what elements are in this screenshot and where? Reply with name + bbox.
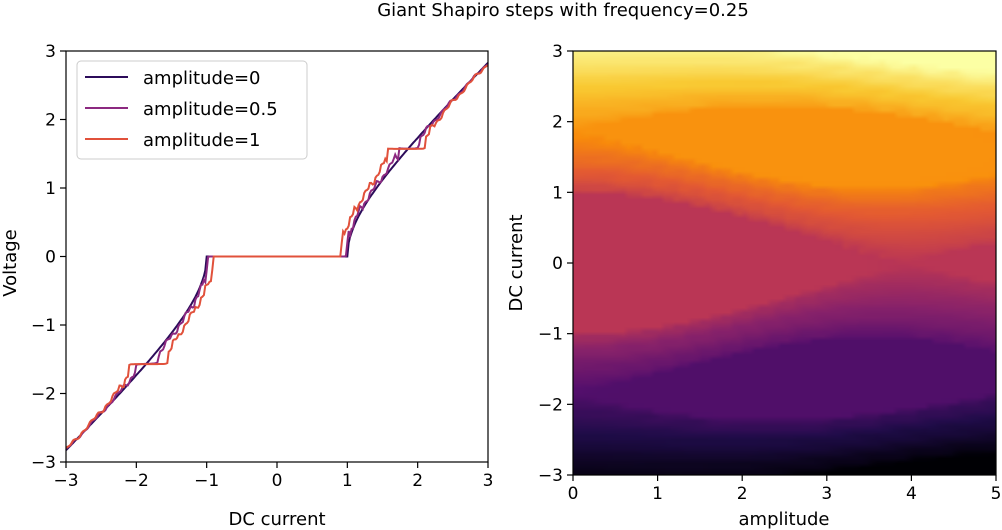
heatmap-x-tick-label: 1 bbox=[652, 484, 663, 504]
iv-curve-axes: −3 −2 −1 0 1 2 3 −3 −2 −1 0 1 2 3 bbox=[31, 42, 493, 491]
iv-y-tick-label: −1 bbox=[31, 316, 56, 336]
iv-x-tick-label: −1 bbox=[194, 471, 219, 491]
iv-series-line-1 bbox=[65, 64, 489, 449]
heatmap-axes: 0 1 2 3 4 5 −3 −2 −1 0 1 2 3 bbox=[538, 42, 1001, 504]
legend-label-amplitude-0: amplitude=0 bbox=[143, 68, 261, 89]
legend: amplitude=0 amplitude=0.5 amplitude=1 bbox=[76, 60, 308, 160]
iv-x-tick-label: 0 bbox=[272, 471, 283, 491]
iv-y-tick-label: 0 bbox=[45, 248, 56, 268]
iv-y-axis-label: Voltage bbox=[0, 229, 21, 297]
iv-y-tick-label: −3 bbox=[31, 453, 56, 473]
heatmap-y-tick-label: −1 bbox=[538, 325, 563, 345]
heatmap-y-tick-label: 1 bbox=[552, 183, 563, 203]
iv-y-tick-label: 2 bbox=[45, 111, 56, 131]
shapiro-heatmap-chart: 0 1 2 3 4 5 −3 −2 −1 0 1 2 3 amplitude DC current bbox=[506, 42, 1001, 530]
heatmap-y-tick-label: −3 bbox=[538, 466, 563, 486]
heatmap-x-tick-label: 5 bbox=[991, 484, 1002, 504]
heatmap-x-tick-label: 4 bbox=[906, 484, 917, 504]
iv-x-tick-label: −3 bbox=[53, 471, 78, 491]
iv-y-tick-label: −2 bbox=[31, 385, 56, 405]
legend-box bbox=[76, 60, 308, 160]
iv-y-tick-label: 1 bbox=[45, 179, 56, 199]
heatmap-x-tick-label: 2 bbox=[737, 484, 748, 504]
heatmap-y-axis-label: DC current bbox=[506, 214, 527, 311]
legend-label-amplitude-1: amplitude=1 bbox=[143, 130, 261, 151]
heatmap-x-tick-label: 3 bbox=[821, 484, 832, 504]
iv-x-axis-label: DC current bbox=[228, 509, 325, 530]
heatmap-y-tick-label: 0 bbox=[552, 254, 563, 274]
heatmap-x-axis-label: amplitude bbox=[739, 509, 830, 530]
heatmap-y-tick-label: 3 bbox=[552, 42, 563, 62]
iv-curve-lines bbox=[65, 62, 489, 451]
figure-suptitle: Giant Shapiro steps with frequency=0.25 bbox=[377, 0, 749, 21]
heatmap-x-tick-label: 0 bbox=[568, 484, 579, 504]
heatmap-y-tick-label: 2 bbox=[552, 113, 563, 133]
iv-x-tick-label: 3 bbox=[483, 471, 494, 491]
iv-x-tick-label: 2 bbox=[412, 471, 423, 491]
iv-y-tick-label: 3 bbox=[45, 42, 56, 62]
iv-x-tick-label: −2 bbox=[124, 471, 149, 491]
legend-label-amplitude-0.5: amplitude=0.5 bbox=[143, 99, 278, 120]
iv-x-tick-label: 1 bbox=[342, 471, 353, 491]
heatmap-image bbox=[573, 51, 996, 475]
heatmap-y-tick-label: −2 bbox=[538, 395, 563, 415]
